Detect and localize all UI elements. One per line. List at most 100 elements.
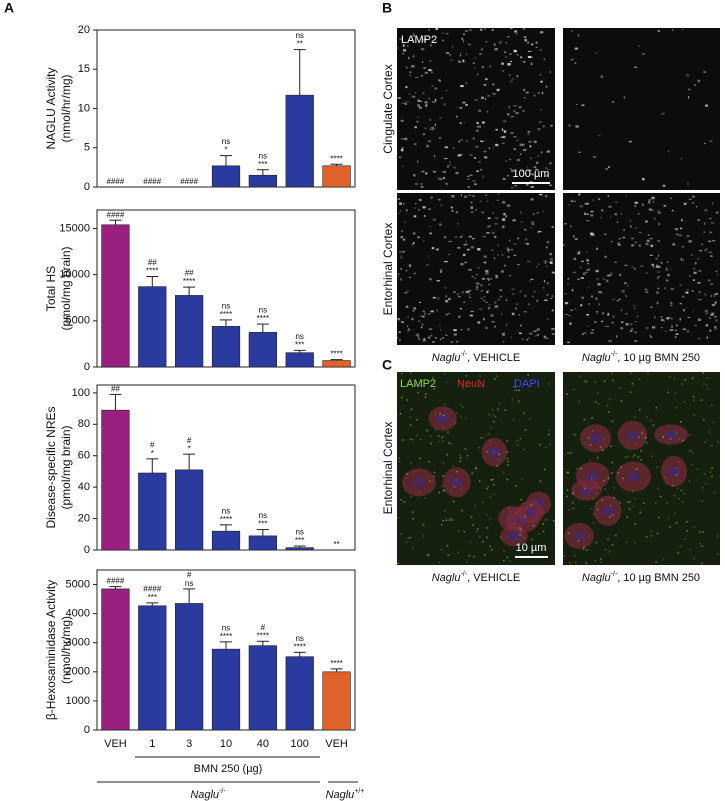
speck (543, 58, 545, 60)
speck (420, 186, 424, 188)
speck (485, 40, 488, 43)
speck (468, 268, 471, 271)
speck (567, 471, 570, 474)
speck (657, 287, 660, 289)
speck (453, 329, 457, 332)
speck (419, 199, 422, 202)
speck (424, 101, 428, 104)
y-axis-label: β-Hexosaminidase Activity (44, 580, 58, 720)
speck (603, 479, 605, 482)
speck (398, 156, 402, 158)
speck (485, 272, 489, 275)
speck (681, 383, 683, 386)
bar (248, 535, 277, 551)
speck (610, 272, 613, 274)
speck (546, 241, 550, 244)
speck (421, 74, 423, 77)
speck (493, 414, 495, 417)
y-tick-label: 40 (78, 481, 90, 493)
speck (595, 492, 597, 494)
speck (660, 316, 663, 318)
speck (631, 244, 634, 247)
speck (439, 324, 441, 327)
speck (545, 85, 548, 88)
speck (478, 160, 481, 164)
speck (484, 554, 486, 556)
speck (523, 148, 527, 151)
speck (433, 475, 435, 478)
speck (434, 123, 436, 127)
speck (422, 133, 426, 136)
speck (700, 399, 703, 401)
speck (701, 500, 703, 502)
speck (707, 240, 712, 242)
speck (498, 453, 500, 455)
speck (679, 303, 682, 305)
error-bar (256, 323, 269, 333)
speck (546, 246, 548, 249)
panel-label: B (382, 0, 392, 16)
speck (446, 544, 449, 547)
speck (477, 73, 479, 76)
speck (527, 130, 531, 133)
speck (551, 309, 554, 312)
speck (412, 232, 416, 235)
speck (476, 286, 479, 288)
speck (430, 442, 432, 445)
speck (584, 212, 586, 216)
speck (449, 517, 452, 520)
speck (498, 458, 500, 461)
speck (578, 193, 581, 196)
speck (502, 201, 506, 204)
speck (634, 241, 637, 244)
speck (675, 432, 678, 435)
error-bar (330, 163, 343, 166)
speck (463, 530, 465, 533)
speck (678, 498, 680, 500)
speck (581, 333, 584, 335)
speck (464, 30, 468, 32)
speck (425, 104, 428, 107)
speck (631, 237, 634, 240)
speck (608, 550, 611, 553)
speck (502, 332, 505, 334)
speck (604, 255, 607, 258)
speck (689, 548, 691, 551)
speck (624, 264, 628, 266)
speck (426, 264, 430, 266)
speck (486, 527, 489, 529)
stain-label: NeuN (457, 378, 485, 390)
speck (401, 147, 404, 150)
speck (578, 151, 581, 153)
speck (620, 213, 622, 216)
speck (585, 562, 587, 564)
y-tick-label: 20 (78, 512, 90, 524)
speck (440, 178, 442, 180)
speck (506, 175, 509, 177)
significance: ns (295, 634, 303, 643)
speck (414, 126, 417, 129)
speck (590, 232, 594, 235)
image-background (563, 193, 720, 345)
speck (505, 323, 508, 327)
speck (412, 35, 416, 37)
speck (538, 230, 542, 233)
speck (460, 194, 463, 197)
speck (438, 137, 442, 139)
speck (442, 177, 446, 180)
speck (648, 199, 651, 201)
significance: **** (330, 154, 342, 163)
nucleus (524, 507, 537, 518)
speck (524, 429, 527, 431)
speck (645, 242, 649, 245)
speck (515, 511, 517, 514)
speck (401, 372, 403, 375)
speck (459, 153, 463, 156)
speck (677, 552, 679, 554)
speck (461, 509, 463, 512)
speck (423, 239, 425, 242)
speck (417, 391, 419, 394)
speck (437, 435, 440, 437)
speck (709, 329, 712, 332)
speck (656, 301, 659, 305)
